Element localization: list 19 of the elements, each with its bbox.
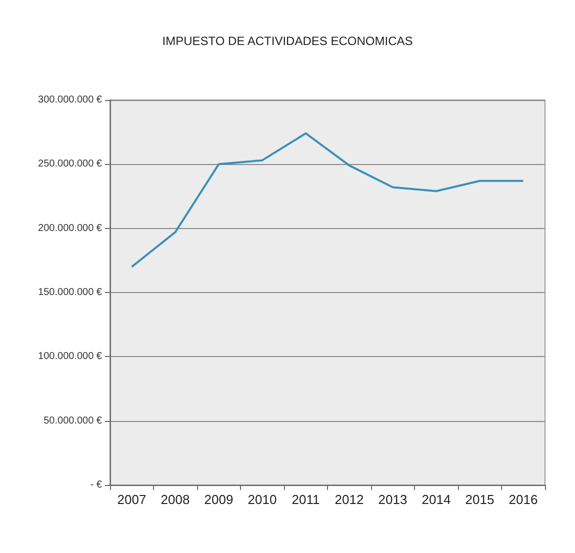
x-tick-label: 2013 (378, 492, 408, 507)
x-tick-label: 2007 (117, 492, 146, 507)
x-tick-label: 2008 (160, 492, 190, 507)
x-tick-label: 2010 (248, 492, 277, 507)
y-tick-label: 250.000.000 € (38, 158, 102, 170)
chart-title: IMPUESTO DE ACTIVIDADES ECONOMICAS (162, 34, 413, 48)
x-tick-label: 2016 (508, 492, 538, 507)
x-tick-label: 2015 (465, 492, 494, 507)
x-tick-label: 2012 (334, 492, 364, 507)
x-tick-label: 2014 (422, 492, 451, 507)
y-tick-label: 100.000.000 € (38, 351, 102, 362)
line-series (130, 132, 524, 268)
y-tick-label: 300.000.000 € (38, 94, 102, 106)
x-tick-label: 2011 (292, 492, 320, 507)
x-tick-label: 2009 (204, 492, 234, 507)
y-tick-label: 150.000.000 € (38, 287, 102, 298)
y-tick-label: 50.000.000 € (44, 415, 102, 426)
y-tick-label: - € (90, 480, 102, 490)
y-tick-label: 200.000.000 € (38, 222, 102, 234)
